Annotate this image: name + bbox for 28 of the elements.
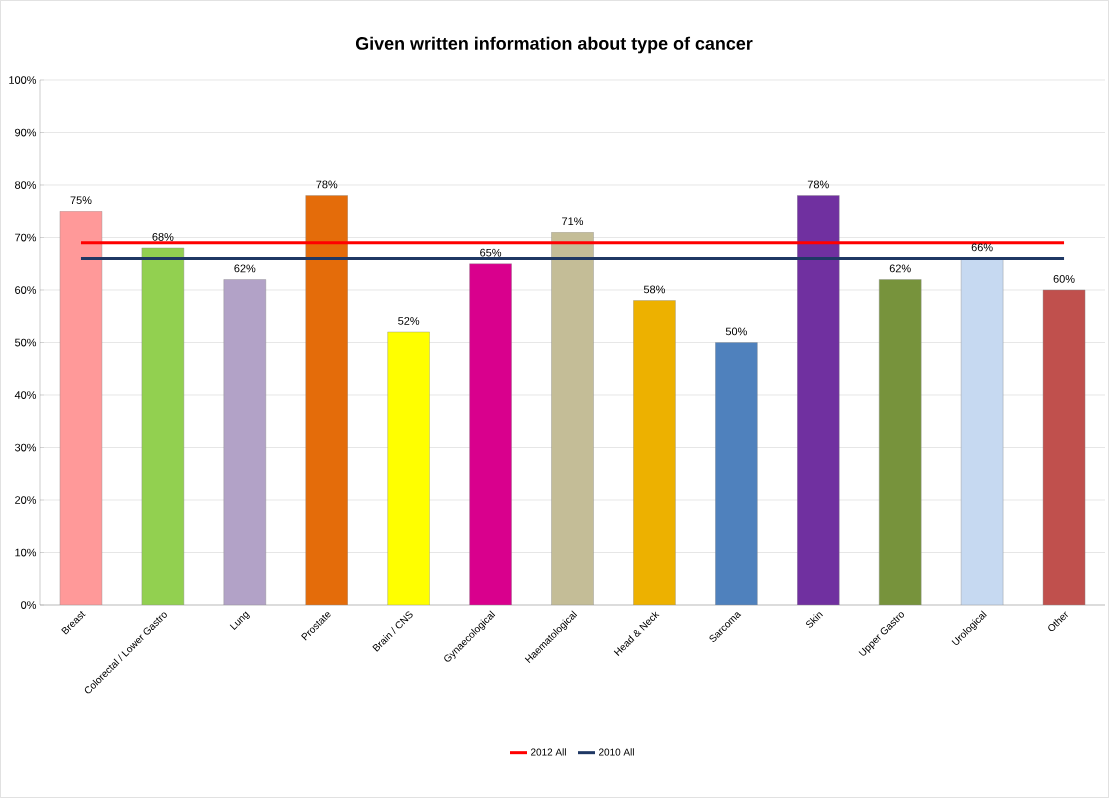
y-tick-label: 0%	[21, 601, 37, 609]
y-tick-label: 30%	[14, 443, 37, 452]
y-tick-label: 70%	[15, 233, 37, 242]
data-label: 65%	[480, 248, 502, 257]
y-tick-label: 90%	[15, 128, 37, 137]
data-label: 62%	[889, 264, 911, 273]
data-label: 52%	[398, 317, 420, 325]
data-label: 62%	[234, 264, 256, 273]
y-tick-label: 60%	[15, 286, 37, 294]
y-tick-label: 100%	[9, 76, 37, 84]
chart-title: Given written information about type of cancer	[355, 36, 753, 54]
data-label: 58%	[643, 285, 665, 294]
y-tick-label: 20%	[15, 496, 37, 504]
y-tick-label: 50%	[14, 338, 37, 347]
data-label: 71%	[562, 217, 584, 226]
data-label: 78%	[807, 180, 829, 189]
legend-label: 2010 All	[599, 748, 634, 756]
data-label: 60%	[1053, 275, 1075, 283]
data-label: 78%	[316, 180, 338, 189]
data-label: 68%	[152, 233, 174, 241]
y-tick-label: 10%	[15, 548, 37, 557]
legend-label: 2012 All	[531, 748, 566, 756]
x-tick-label: Skin	[806, 612, 823, 628]
y-tick-label: 80%	[15, 181, 37, 189]
y-tick-label: 40%	[14, 391, 37, 399]
data-label: 50%	[725, 327, 747, 336]
data-label: 66%	[971, 243, 993, 252]
data-label: 75%	[70, 196, 92, 205]
